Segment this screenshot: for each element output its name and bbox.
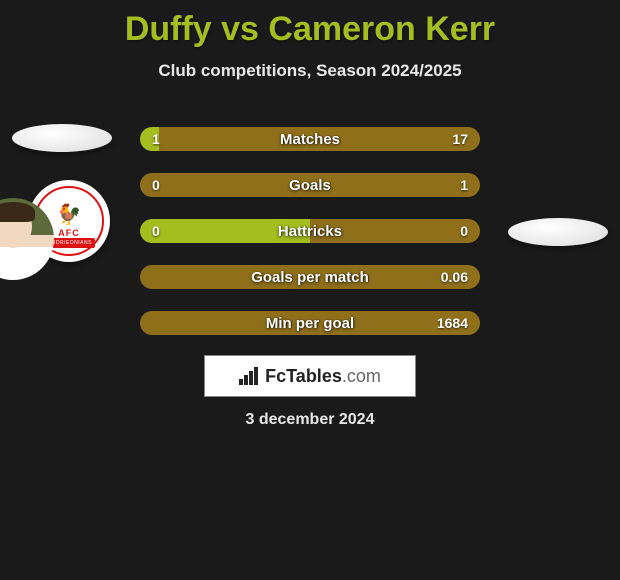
club-abbrev: AFC	[58, 228, 80, 238]
player-left-placeholder	[12, 124, 112, 152]
stat-bars: Matches117Goals01Hattricks00Goals per ma…	[140, 127, 480, 357]
bar-label: Min per goal	[140, 311, 480, 335]
bar-value-left: 0	[152, 173, 160, 197]
fctables-logo: FcTables.com	[204, 355, 416, 397]
rooster-icon: 🐓	[57, 205, 82, 225]
stat-bar-row: Goals0 1	[140, 173, 480, 197]
stat-bar-row: Matches1 17	[140, 127, 480, 151]
logo-text: FcTables.com	[265, 366, 381, 387]
bar-label: Matches	[140, 127, 480, 151]
bar-value-right: 17	[452, 127, 468, 151]
bar-value-right: 0.06	[441, 265, 468, 289]
stat-bar-row: Goals per match0.06	[140, 265, 480, 289]
stat-bar-row: Min per goal1684	[140, 311, 480, 335]
bar-value-left: 0	[152, 219, 160, 243]
club-right-placeholder	[508, 218, 608, 246]
subtitle: Club competitions, Season 2024/2025	[0, 61, 620, 81]
bar-value-right: 1684	[437, 311, 468, 335]
bar-label: Goals	[140, 173, 480, 197]
bar-value-left: 1	[152, 127, 160, 151]
bar-value-right: 0	[460, 219, 468, 243]
stat-bar-row: Hattricks0 0	[140, 219, 480, 243]
date-label: 3 december 2024	[0, 411, 620, 429]
page-title: Duffy vs Cameron Kerr	[0, 0, 620, 49]
bars-icon	[239, 367, 261, 385]
bar-label: Hattricks	[140, 219, 480, 243]
bar-value-right: 1	[460, 173, 468, 197]
bar-label: Goals per match	[140, 265, 480, 289]
